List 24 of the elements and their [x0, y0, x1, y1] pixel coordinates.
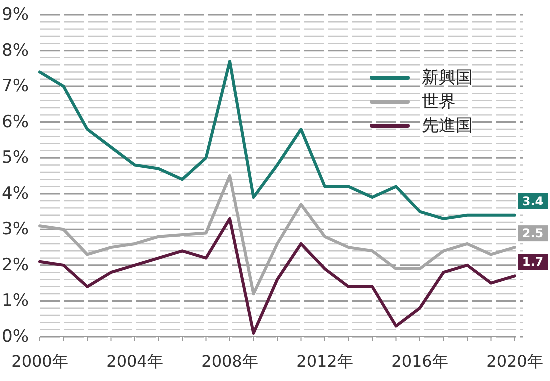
y-tick-label: 7%	[2, 76, 29, 97]
x-tick-label: 2012年	[296, 352, 354, 371]
line-series	[38, 60, 516, 220]
x-tick-label: 2016年	[392, 352, 448, 371]
x-tick-label: 2000年	[12, 352, 68, 371]
x-tick-label: 2020年	[486, 352, 544, 371]
legend-label: 新興国	[422, 68, 473, 88]
data-label: 2.5	[522, 226, 544, 241]
y-tick-label: 6%	[2, 112, 29, 132]
y-tick-label: 0%	[2, 327, 29, 347]
x-tick-label: 2008年	[202, 352, 258, 371]
line-series	[38, 217, 516, 335]
x-tick-label: 2004年	[106, 352, 164, 371]
y-tick-label: 2%	[2, 255, 29, 276]
data-label: 1.7	[522, 255, 544, 270]
legend-label: 先進国	[422, 116, 473, 136]
y-tick-label: 8%	[2, 40, 29, 61]
y-tick-label: 4%	[2, 184, 29, 204]
data-label: 3.4	[522, 194, 544, 208]
y-tick-label: 9%	[2, 5, 29, 25]
y-tick-label: 1%	[2, 291, 29, 312]
legend-label: 世界	[422, 92, 456, 112]
y-tick-label: 3%	[2, 220, 29, 240]
y-tick-label: 5%	[2, 148, 29, 168]
